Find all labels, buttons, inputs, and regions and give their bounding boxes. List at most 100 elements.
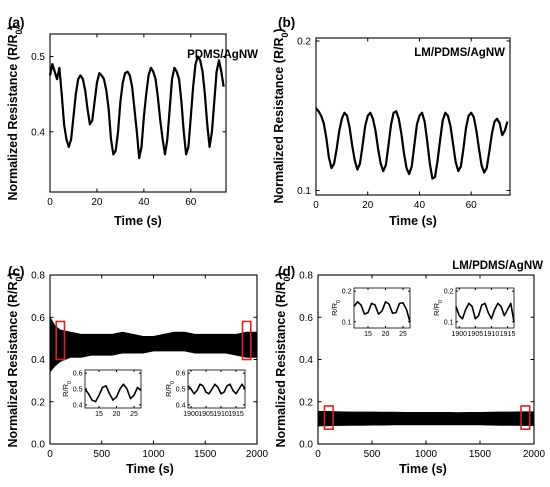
x-tick-label: 15 bbox=[364, 331, 372, 338]
x-tick-label: 1905 bbox=[468, 331, 484, 338]
y-tick-label: 0.4 bbox=[31, 355, 45, 366]
x-tick-label: 0 bbox=[315, 449, 321, 460]
x-tick-label: 500 bbox=[93, 449, 110, 460]
inset-2: 1900 1905 1910 1915 0.1 0.2R/R0 bbox=[432, 287, 516, 338]
y-tick-label: 0.4 bbox=[31, 127, 45, 138]
highlight-box bbox=[241, 320, 252, 361]
y-tick-label: 0.6 bbox=[31, 313, 45, 324]
x-tick-label: 1915 bbox=[228, 411, 244, 418]
y-tick-label: 0.1 bbox=[342, 319, 352, 326]
x-tick-label: 2000 bbox=[246, 449, 269, 460]
inset-y-axis-label: R/R0 bbox=[432, 300, 444, 316]
x-tick-label: 1910 bbox=[484, 331, 500, 338]
y-tick-label: 0.8 bbox=[31, 271, 45, 282]
y-tick-label: 0.0 bbox=[299, 440, 313, 451]
y-tick-label: 0.2 bbox=[342, 289, 352, 296]
x-axis-label: Time (s) bbox=[114, 214, 162, 228]
inset-y-axis-label: R/R0 bbox=[164, 381, 176, 397]
y-axis-label: Normalized Resistance (R/R0) bbox=[6, 272, 24, 447]
x-tick-label: 2000 bbox=[523, 449, 546, 460]
x-tick-label: 25 bbox=[130, 411, 138, 418]
y-tick-label: 0.4 bbox=[176, 402, 186, 409]
x-tick-label: 1915 bbox=[500, 331, 516, 338]
x-tick-label: 20 bbox=[113, 411, 121, 418]
x-tick-label: 15 bbox=[95, 411, 103, 418]
x-tick-label: 1500 bbox=[469, 449, 492, 460]
x-tick-label: 0 bbox=[47, 449, 53, 460]
inset-background bbox=[85, 370, 141, 408]
dense-signal-band bbox=[49, 316, 258, 374]
series-line bbox=[315, 107, 509, 180]
plot-frame bbox=[315, 37, 511, 196]
dense-signal-band bbox=[317, 410, 535, 427]
x-tick-label: 20 bbox=[362, 200, 374, 211]
inset-line bbox=[187, 383, 246, 395]
y-axis-label: Normalized Resistance (R/R0) bbox=[274, 272, 292, 447]
x-axis-label: Time (s) bbox=[399, 462, 447, 476]
x-tick-label: 40 bbox=[138, 197, 150, 208]
inset-1: 15 20 25 0.1 0.2R/R0 bbox=[330, 287, 411, 338]
panel-label: (b) bbox=[278, 15, 295, 30]
series-line bbox=[48, 55, 225, 160]
x-tick-label: 1000 bbox=[415, 449, 438, 460]
inset-background bbox=[354, 288, 410, 328]
y-tick-label: 0.0 bbox=[31, 440, 45, 451]
x-tick-label: 1905 bbox=[198, 411, 214, 418]
x-tick-label: 0 bbox=[313, 200, 319, 211]
highlight-box bbox=[520, 405, 531, 431]
sample-label: LM/PDMS/AgNW bbox=[452, 260, 543, 272]
plot-frame bbox=[49, 33, 227, 193]
x-tick-label: 1000 bbox=[142, 449, 165, 460]
panel-d: 0 500 1000 1500 2000 0.0 0.2 0.4 0.6 0.8 15 20 25 0.1… bbox=[274, 260, 546, 476]
y-tick-label: 0.6 bbox=[299, 313, 313, 324]
inset-frame bbox=[353, 287, 411, 329]
inset-y-axis-label: R/R0 bbox=[61, 381, 73, 397]
y-tick-label: 0.2 bbox=[31, 397, 45, 408]
sample-label: PDMS/AgNW bbox=[187, 49, 258, 61]
x-tick-label: 25 bbox=[399, 331, 407, 338]
sample-label: LM/PDMS/AgNW bbox=[414, 47, 505, 59]
y-axis-label: Normalized Resistance (R/R0) bbox=[272, 28, 290, 203]
x-tick-label: 0 bbox=[47, 197, 53, 208]
plot-frame bbox=[49, 274, 258, 445]
y-tick-label: 0.1 bbox=[297, 186, 311, 197]
panel-label: (a) bbox=[8, 15, 25, 30]
panel-a: 0 20 40 60 0.4 0.5 (a) PDMS/AgNW Time (s) Normali… bbox=[6, 15, 258, 228]
inset-background bbox=[456, 288, 514, 328]
x-tick-label: 20 bbox=[382, 331, 390, 338]
inset-line bbox=[84, 383, 142, 403]
panel-c: 0 500 1000 1500 2000 0.0 0.2 0.4 0.6 0.8 15 20 25 0.4… bbox=[6, 264, 269, 476]
inset-line bbox=[353, 301, 411, 323]
y-tick-label: 0.2 bbox=[297, 36, 311, 47]
y-tick-label: 0.4 bbox=[73, 402, 83, 409]
y-tick-label: 0.1 bbox=[444, 319, 454, 326]
x-axis-label: Time (s) bbox=[126, 462, 174, 476]
panel-b: 0 20 40 60 0.1 0.2(b) LM/PDMS/AgNW Time (s) Norm… bbox=[272, 15, 511, 228]
x-tick-label: 500 bbox=[364, 449, 381, 460]
inset-y-axis-label: R/R0 bbox=[330, 300, 342, 316]
y-tick-label: 0.6 bbox=[73, 371, 83, 378]
inset-line bbox=[455, 302, 515, 322]
y-tick-label: 0.4 bbox=[299, 355, 313, 366]
x-tick-label: 60 bbox=[185, 197, 197, 208]
y-tick-label: 0.5 bbox=[73, 387, 83, 394]
x-tick-label: 20 bbox=[91, 197, 103, 208]
y-tick-label: 0.5 bbox=[176, 387, 186, 394]
x-tick-label: 1500 bbox=[194, 449, 217, 460]
panel-label: (c) bbox=[8, 264, 25, 279]
highlight-box bbox=[323, 405, 334, 431]
x-axis-label: Time (s) bbox=[389, 214, 437, 228]
inset-2: 1900 1905 1910 1915 0.4 0.5 0.6R/R0 bbox=[164, 369, 246, 418]
highlight-box bbox=[55, 320, 66, 361]
y-tick-label: 0.6 bbox=[176, 371, 186, 378]
x-tick-label: 1900 bbox=[183, 411, 199, 418]
y-tick-label: 0.5 bbox=[31, 52, 45, 63]
y-tick-label: 0.2 bbox=[299, 397, 313, 408]
inset-background bbox=[188, 370, 245, 408]
x-tick-label: 60 bbox=[466, 200, 478, 211]
y-tick-label: 0.8 bbox=[299, 271, 313, 282]
y-tick-label: 0.2 bbox=[444, 289, 454, 296]
x-tick-label: 40 bbox=[414, 200, 426, 211]
inset-1: 15 20 25 0.4 0.5 0.6R/R0 bbox=[61, 369, 142, 418]
y-axis-label: Normalized Resistance (R/R0) bbox=[6, 25, 24, 200]
